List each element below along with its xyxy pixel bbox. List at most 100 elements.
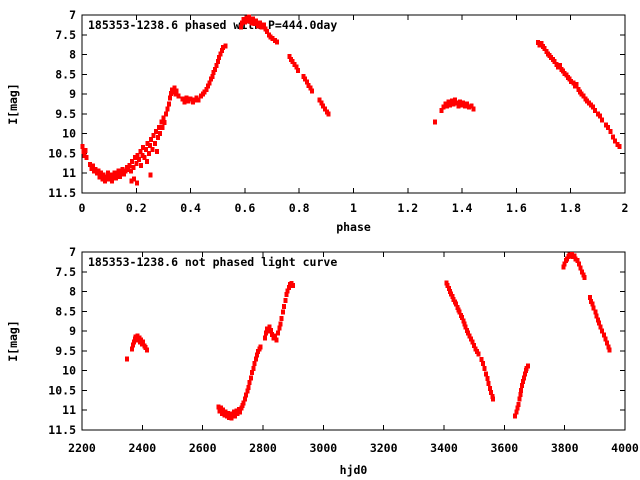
phased-chart-title: 185353-1238.6 phased with P=444.0day xyxy=(88,18,337,32)
x-tick-label: 1.4 xyxy=(452,201,473,215)
data-point xyxy=(184,95,189,101)
data-point xyxy=(321,103,326,109)
data-point xyxy=(590,301,595,307)
data-point xyxy=(262,335,267,341)
data-point xyxy=(482,366,487,372)
data-point xyxy=(217,408,222,414)
data-point xyxy=(164,111,169,117)
data-point xyxy=(514,409,519,415)
data-point xyxy=(246,384,251,390)
data-point xyxy=(158,131,163,137)
data-point xyxy=(569,78,574,84)
data-point xyxy=(210,73,215,79)
data-point xyxy=(606,125,611,131)
data-point xyxy=(84,154,89,160)
data-point xyxy=(233,413,238,419)
phased-chart-points xyxy=(80,14,622,186)
data-point xyxy=(285,288,290,294)
phased-chart-ylabel: I[mag] xyxy=(6,83,20,125)
phased-chart-frame: 0 0.2 0.4 0.6 0.8 1 1.2 1.4 1.6 1.8 2 7 7.5 8 8.5 9 9.5 1… xyxy=(48,8,628,215)
data-point xyxy=(256,349,261,355)
x-tick-label: 1 xyxy=(350,201,357,215)
data-point xyxy=(88,162,93,168)
data-point xyxy=(236,406,241,412)
data-point xyxy=(575,258,580,264)
data-point xyxy=(476,351,481,357)
data-point xyxy=(471,106,476,112)
data-point xyxy=(207,80,212,86)
data-point xyxy=(109,178,114,184)
data-point xyxy=(252,361,257,367)
data-point xyxy=(466,330,471,336)
data-point xyxy=(539,40,544,46)
data-point xyxy=(148,172,153,178)
data-point xyxy=(274,337,279,343)
data-point xyxy=(448,102,453,108)
data-point xyxy=(463,324,468,330)
y-tick-label: 9 xyxy=(69,324,76,338)
data-point xyxy=(138,148,143,154)
data-point xyxy=(99,170,104,176)
data-point xyxy=(258,344,263,350)
x-tick-label: 0.2 xyxy=(126,201,147,215)
data-point xyxy=(130,346,135,352)
data-point xyxy=(600,328,605,334)
data-point xyxy=(137,156,142,162)
data-point xyxy=(280,309,285,315)
unphased-chart-frame: 2200 2400 2600 2800 3000 3200 3400 3600 3800 4000… xyxy=(48,245,639,455)
data-point xyxy=(173,91,178,97)
data-point xyxy=(593,108,598,114)
data-point xyxy=(157,125,162,131)
data-point xyxy=(303,76,308,82)
data-point xyxy=(594,313,599,319)
data-point xyxy=(239,405,244,411)
data-point xyxy=(457,99,462,105)
data-point xyxy=(278,321,283,327)
data-point xyxy=(165,106,170,112)
data-point xyxy=(579,91,584,97)
data-point xyxy=(100,176,105,182)
data-point xyxy=(588,102,593,108)
data-point xyxy=(194,95,199,101)
data-point xyxy=(273,333,278,339)
data-point xyxy=(461,100,466,106)
data-point xyxy=(595,317,600,323)
data-point xyxy=(264,330,269,336)
data-point xyxy=(213,67,218,73)
data-point xyxy=(124,356,129,362)
data-point xyxy=(222,412,227,418)
data-point xyxy=(581,272,586,278)
data-point xyxy=(244,392,249,398)
y-tick-label: 10 xyxy=(62,364,76,378)
data-point xyxy=(263,26,268,32)
data-point xyxy=(122,171,127,177)
data-point xyxy=(205,83,210,89)
data-point xyxy=(97,174,102,180)
data-point xyxy=(485,376,490,382)
data-point xyxy=(118,173,123,179)
data-point xyxy=(217,55,222,61)
data-point xyxy=(279,315,284,321)
data-point xyxy=(244,15,249,21)
data-point xyxy=(322,106,327,112)
data-point xyxy=(591,305,596,311)
data-point xyxy=(128,168,133,174)
data-point xyxy=(519,387,524,393)
data-point xyxy=(491,396,496,402)
data-point xyxy=(487,385,492,391)
data-point xyxy=(235,410,240,416)
data-point xyxy=(113,175,118,181)
x-tick-label: 2400 xyxy=(128,441,156,455)
data-point xyxy=(571,80,576,86)
data-point xyxy=(464,327,469,333)
data-point xyxy=(254,352,259,358)
data-point xyxy=(574,82,579,88)
data-point xyxy=(572,253,577,259)
x-tick-label: 3000 xyxy=(309,441,337,455)
data-point xyxy=(461,318,466,324)
unphased-chart-ylabel: I[mag] xyxy=(6,320,20,362)
data-point xyxy=(552,59,557,65)
data-point xyxy=(597,320,602,326)
data-point xyxy=(326,111,331,117)
data-point xyxy=(469,103,474,109)
